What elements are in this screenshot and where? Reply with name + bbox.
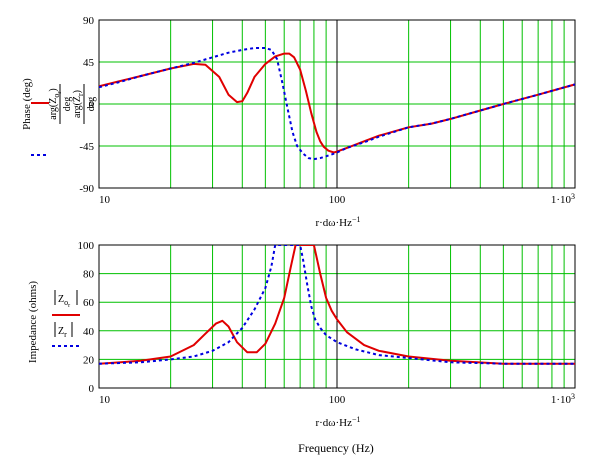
x-variable-text: r·dω·Hz [315, 217, 352, 229]
legend-sub: r [64, 330, 67, 339]
series-1-impedance-line [99, 245, 575, 365]
y-tick-label: 100 [78, 240, 95, 252]
legend-numerator: arg(Zor) [48, 88, 63, 119]
y-tick-label: 40 [83, 326, 95, 338]
legend-close: ) [48, 88, 59, 91]
x-tick-label: 100 [329, 394, 346, 406]
phase-plot-frame [98, 19, 576, 189]
legend-name: Z [58, 294, 64, 305]
x-variable-label: r·dω·Hz−1 [315, 215, 360, 229]
y-tick-label: -90 [79, 183, 94, 195]
legend-sub: o [52, 94, 61, 98]
y-tick-label: 90 [83, 15, 95, 27]
impedance-legend-series-2: Zr [54, 322, 73, 339]
series-2-phase-line [99, 47, 575, 161]
legend-label: Zor [58, 294, 70, 309]
x-tick-text: 100 [329, 394, 346, 406]
legend-num-text: arg(Z [72, 96, 83, 118]
impedance-legend-series-1: Zor [54, 290, 78, 309]
phase-panel: 90 45 0 -45 -90 10 100 1·103 r·dω·Hz−1 [79, 15, 576, 229]
impedance-panel: 100 80 60 40 20 0 10 100 1·103 r·dω·Hz−1 [78, 240, 576, 429]
x-variable-exponent: −1 [352, 215, 361, 224]
x-tick-label: 1·103 [551, 192, 575, 206]
legend-name: Z [58, 326, 64, 337]
x-tick-exponent: 3 [571, 192, 575, 201]
x-tick-label: 100 [329, 194, 346, 206]
x-tick-exponent: 3 [571, 392, 575, 401]
y-tick-label: 0 [89, 383, 95, 395]
x-tick-text: 10 [99, 394, 111, 406]
y-tick-label: 0 [89, 99, 95, 111]
x-tick-text: 1·10 [551, 194, 572, 206]
y-tick-label: 20 [83, 354, 95, 366]
legend-num-text: arg(Z [48, 98, 59, 120]
phase-legend-series-1: arg(Zor)deg [48, 84, 73, 124]
legend-sub: r [76, 93, 85, 96]
x-tick-label: 10 [99, 394, 111, 406]
x-variable-exponent: −1 [352, 415, 361, 424]
impedance-plot-frame [98, 244, 576, 389]
y-tick-label: 80 [83, 269, 95, 281]
legend-sub: o [64, 298, 68, 307]
x-variable-text: r·dω·Hz [315, 417, 352, 429]
y-tick-label: 60 [83, 297, 95, 309]
x-tick-text: 1·10 [551, 394, 572, 406]
y-tick-label: 45 [83, 57, 95, 69]
x-tick-text: 100 [329, 194, 346, 206]
legend-label: Zr [58, 326, 67, 339]
legend-denominator: deg [62, 97, 73, 111]
x-variable-label: r·dω·Hz−1 [315, 415, 360, 429]
legend-subsub: r [68, 303, 70, 309]
legend-close: ) [72, 90, 83, 93]
phase-legend-series-2: arg(Zr)deg [72, 84, 97, 124]
y-tick-label: -45 [79, 141, 94, 153]
phase-axis-title: Phase (deg) [21, 78, 33, 130]
x-tick-text: 10 [99, 194, 111, 206]
x-tick-label: 10 [99, 194, 111, 206]
impedance-axis-title: Impedance (ohms) [27, 281, 39, 363]
x-tick-label: 1·103 [551, 392, 575, 406]
legend-numerator: arg(Zr) [72, 90, 85, 118]
legend-denominator: deg [86, 97, 97, 111]
frequency-axis-title: Frequency (Hz) [298, 441, 374, 455]
